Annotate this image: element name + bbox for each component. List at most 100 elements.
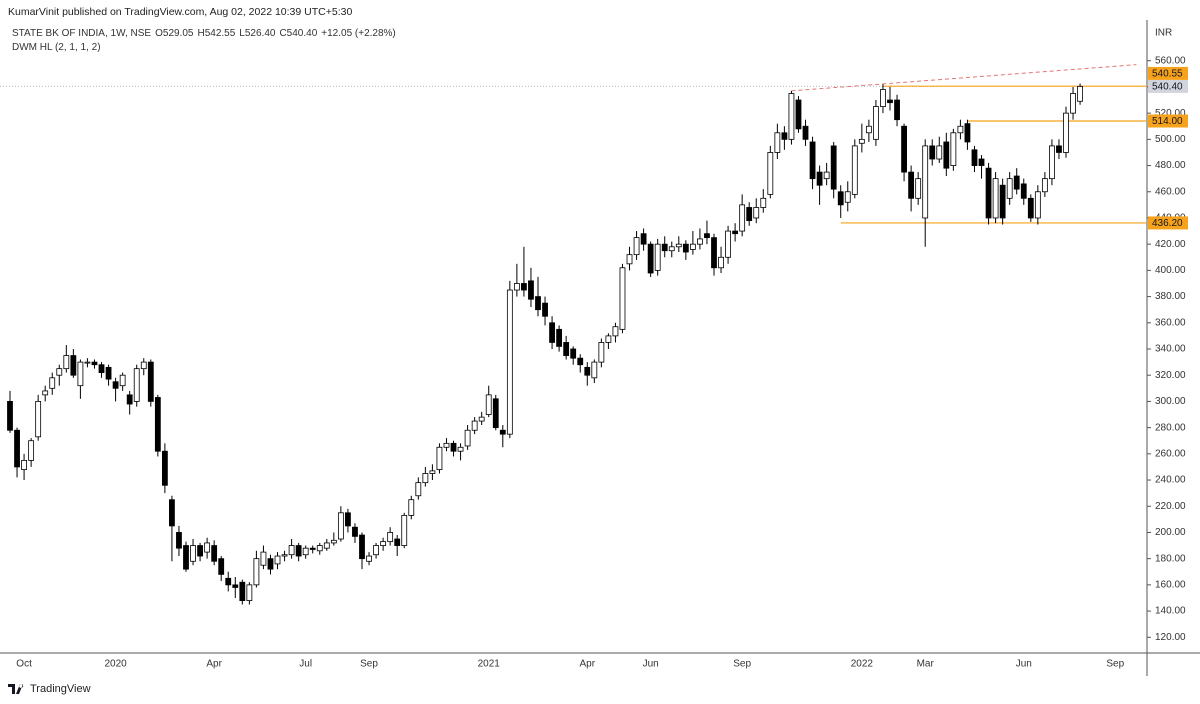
candle-body bbox=[161, 450, 168, 486]
candle-body bbox=[309, 547, 316, 550]
y-tick-label: 200.00 bbox=[1155, 527, 1186, 538]
candle-body bbox=[598, 342, 605, 363]
candle-body bbox=[619, 267, 626, 330]
candle-body bbox=[809, 141, 816, 180]
candle-body bbox=[359, 534, 365, 560]
candle-body bbox=[422, 473, 429, 484]
candle-body bbox=[521, 283, 527, 291]
y-tick-label: 380.00 bbox=[1155, 291, 1186, 302]
candle-body bbox=[950, 132, 957, 166]
candle-body bbox=[816, 171, 823, 186]
candle-body bbox=[760, 197, 767, 208]
candle-body bbox=[675, 243, 682, 248]
candle-body bbox=[91, 361, 98, 366]
y-tick-label: 180.00 bbox=[1155, 553, 1186, 564]
candle-body bbox=[260, 551, 267, 566]
candle-body bbox=[274, 555, 281, 565]
candle-body bbox=[239, 581, 246, 601]
candle-body bbox=[837, 191, 844, 206]
y-tick-label: 300.00 bbox=[1155, 396, 1186, 407]
change: +12.05 (+2.28%) bbox=[321, 28, 396, 39]
x-tick-label: Jun bbox=[643, 659, 659, 670]
candle-body bbox=[436, 446, 443, 470]
candle-body bbox=[387, 532, 394, 543]
y-tick-label: 320.00 bbox=[1155, 370, 1186, 381]
candle-body bbox=[732, 230, 739, 235]
candle-body bbox=[767, 152, 774, 195]
candle-body bbox=[190, 545, 196, 562]
candle-body bbox=[105, 366, 112, 380]
candle-body bbox=[739, 204, 746, 232]
candle-body bbox=[873, 106, 879, 140]
indicator: DWM HL (2, 1, 1, 2) bbox=[12, 42, 101, 53]
candle-body bbox=[77, 361, 84, 387]
candle-body bbox=[288, 545, 295, 556]
candle-body bbox=[1063, 112, 1069, 153]
candle-body bbox=[1056, 145, 1062, 153]
x-tick-label: Sep bbox=[360, 659, 378, 670]
candle-body bbox=[1006, 178, 1013, 199]
y-tick-label: 520.00 bbox=[1155, 108, 1186, 119]
candle-body bbox=[330, 539, 337, 544]
candle-body bbox=[415, 482, 422, 497]
candle-body bbox=[1041, 178, 1048, 193]
candle-body bbox=[49, 377, 56, 389]
candle-body bbox=[936, 145, 943, 160]
y-tick-label: 560.00 bbox=[1155, 55, 1186, 66]
candle-body bbox=[697, 238, 703, 245]
candle-body bbox=[450, 442, 457, 452]
level-label: 436.20 bbox=[1152, 218, 1183, 229]
candle-body bbox=[556, 328, 563, 347]
candle-body bbox=[316, 545, 323, 552]
published-line: KumarVinit published on TradingView.com,… bbox=[8, 6, 353, 18]
candle-body bbox=[957, 125, 964, 134]
candle-body bbox=[753, 207, 760, 219]
candle-body bbox=[682, 243, 689, 253]
candle-body bbox=[176, 532, 182, 549]
candle-body bbox=[204, 542, 211, 553]
candle-body bbox=[28, 440, 35, 461]
candle-body bbox=[978, 158, 985, 166]
candle-body bbox=[795, 99, 802, 130]
candle-body bbox=[971, 149, 978, 166]
candle-body bbox=[133, 368, 140, 402]
candle-body bbox=[654, 243, 661, 271]
candle-body bbox=[1027, 197, 1034, 219]
candle-body bbox=[471, 420, 478, 431]
candle-body bbox=[746, 207, 753, 221]
candle-body bbox=[337, 512, 344, 540]
candle-body bbox=[253, 558, 260, 586]
candle-body bbox=[232, 584, 239, 588]
candle-body bbox=[1077, 86, 1083, 102]
candle-body bbox=[373, 545, 379, 556]
x-tick-label: Sep bbox=[1106, 659, 1124, 670]
candle-body bbox=[718, 256, 724, 269]
y-tick-label: 220.00 bbox=[1155, 501, 1186, 512]
y-tick-label: 480.00 bbox=[1155, 160, 1186, 171]
candle-body bbox=[633, 237, 640, 256]
x-tick-label: Oct bbox=[16, 659, 32, 670]
candle-body bbox=[781, 132, 788, 140]
candle-body bbox=[126, 394, 133, 405]
y-tick-label: 260.00 bbox=[1155, 448, 1186, 459]
candle-body bbox=[922, 145, 929, 219]
candle-body bbox=[711, 237, 717, 269]
candle-body bbox=[457, 446, 464, 452]
candle-body bbox=[1049, 145, 1055, 180]
candle-body bbox=[366, 555, 372, 562]
candle-body bbox=[823, 171, 830, 180]
candle-body bbox=[380, 541, 387, 546]
candle-body bbox=[394, 538, 401, 546]
candle-body bbox=[774, 132, 781, 153]
candle-body bbox=[605, 335, 612, 343]
x-tick-label: Jul bbox=[299, 659, 312, 670]
y-tick-label: 340.00 bbox=[1155, 344, 1186, 355]
candle-body bbox=[549, 322, 555, 343]
candle-body bbox=[964, 123, 971, 143]
level-label: 514.00 bbox=[1152, 116, 1183, 127]
candle-body bbox=[21, 459, 27, 470]
candle-body bbox=[640, 233, 647, 245]
footer: TradingView bbox=[8, 683, 91, 695]
y-tick-label: 400.00 bbox=[1155, 265, 1186, 276]
candle-body bbox=[999, 184, 1006, 219]
